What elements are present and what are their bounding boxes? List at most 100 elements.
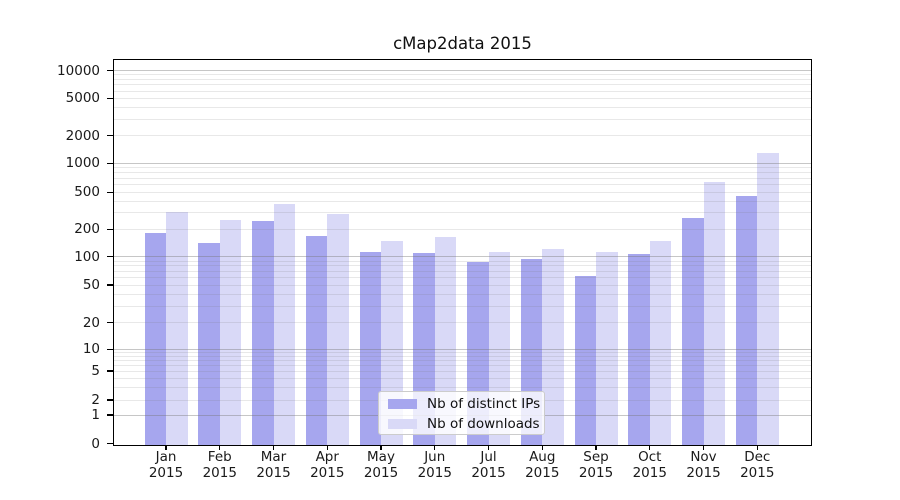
x-tick-mark bbox=[326, 445, 328, 450]
bar-ips-sep bbox=[574, 275, 596, 445]
y-tick-label: 200 bbox=[74, 221, 100, 238]
x-tick-label: Jun 2015 bbox=[417, 449, 452, 481]
x-tick-label: Jul 2015 bbox=[471, 449, 506, 481]
x-tick-label: Sep 2015 bbox=[578, 449, 614, 481]
y-tick-label: 5 bbox=[91, 363, 100, 379]
gridline bbox=[114, 260, 811, 262]
gridline bbox=[114, 305, 811, 307]
gridline bbox=[114, 200, 811, 202]
gridline bbox=[114, 70, 811, 72]
y-tick-label: 10 bbox=[82, 341, 100, 358]
gridline bbox=[114, 256, 811, 258]
x-tick-mark bbox=[649, 445, 651, 450]
gridline bbox=[114, 370, 811, 372]
y-tick-label: 10000 bbox=[57, 62, 100, 79]
bar-ips-oct bbox=[628, 254, 650, 445]
bar-downloads-apr bbox=[327, 214, 349, 445]
gridline bbox=[114, 277, 811, 279]
gridline bbox=[114, 74, 811, 76]
gridline bbox=[114, 352, 811, 354]
gridline bbox=[114, 84, 811, 86]
gridline bbox=[114, 177, 811, 179]
gridline bbox=[114, 90, 811, 92]
bar-ips-jan bbox=[144, 233, 166, 445]
gridline bbox=[114, 97, 811, 99]
gridline bbox=[114, 386, 811, 388]
x-tick-label: Jan 2015 bbox=[148, 449, 184, 481]
bar-downloads-jan bbox=[166, 211, 188, 445]
x-tick-mark bbox=[595, 445, 597, 450]
gridline bbox=[114, 118, 811, 120]
gridline bbox=[114, 377, 811, 379]
legend-swatch bbox=[388, 398, 417, 410]
bar-downloads-sep bbox=[596, 252, 618, 445]
x-tick-mark bbox=[487, 445, 490, 450]
legend-label: Nb of distinct IPs bbox=[427, 396, 541, 412]
x-tick-mark bbox=[380, 445, 382, 450]
gridline bbox=[114, 265, 811, 267]
bar-downloads-oct bbox=[649, 240, 672, 445]
y-tick-label: 1000 bbox=[65, 155, 100, 172]
x-tick-label: Nov 2015 bbox=[686, 449, 721, 481]
gridline bbox=[114, 270, 811, 272]
y-tick-label: 1 bbox=[91, 407, 100, 423]
bar-downloads-aug bbox=[542, 248, 564, 445]
gridline bbox=[114, 212, 811, 214]
x-tick-mark bbox=[541, 445, 543, 450]
y-tick-label: 0 bbox=[91, 435, 100, 452]
y-tick-label: 20 bbox=[82, 314, 100, 331]
gridline bbox=[114, 79, 811, 81]
bar-downloads-nov bbox=[703, 181, 725, 445]
x-tick-mark bbox=[219, 445, 221, 450]
bar-downloads-dec bbox=[757, 153, 779, 445]
gridline bbox=[114, 172, 811, 174]
gridline bbox=[114, 228, 811, 230]
y-tick-label: 5000 bbox=[65, 90, 100, 107]
gridline bbox=[114, 162, 811, 164]
bar-downloads-mar bbox=[273, 204, 295, 445]
x-tick-label: Oct 2015 bbox=[632, 449, 667, 481]
plot-area bbox=[113, 59, 812, 446]
x-tick-mark bbox=[756, 445, 758, 450]
x-tick-label: May 2015 bbox=[363, 449, 399, 481]
gridline bbox=[114, 135, 811, 137]
gridline bbox=[114, 322, 811, 324]
y-tick-label: 2000 bbox=[65, 127, 100, 144]
x-tick-mark bbox=[165, 445, 167, 450]
bar-ips-nov bbox=[682, 217, 704, 445]
legend-item: Nb of distinct IPs bbox=[379, 396, 544, 413]
gridline bbox=[114, 284, 811, 286]
legend: Nb of distinct IPs Nb of downloads bbox=[378, 391, 545, 435]
bar-ips-apr bbox=[305, 236, 328, 445]
gridline bbox=[114, 359, 811, 361]
gridline bbox=[114, 184, 811, 186]
y-tick-label: 50 bbox=[82, 277, 100, 293]
y-tick-label: 100 bbox=[74, 248, 100, 265]
legend-item: Nb of downloads bbox=[379, 416, 544, 433]
chart-title: cMap2data 2015 bbox=[393, 34, 532, 53]
x-tick-mark bbox=[434, 445, 436, 450]
legend-swatch bbox=[388, 418, 417, 430]
gridline bbox=[114, 191, 811, 193]
bar-ips-dec bbox=[735, 195, 758, 445]
x-tick-label: Dec 2015 bbox=[740, 449, 775, 481]
gridline bbox=[114, 355, 811, 357]
y-tick-label: 2 bbox=[91, 392, 100, 408]
bar-ips-mar bbox=[252, 221, 274, 445]
gridline bbox=[114, 106, 811, 108]
gridline bbox=[114, 293, 811, 295]
legend-label: Nb of downloads bbox=[427, 416, 540, 432]
x-tick-mark bbox=[272, 445, 275, 450]
gridline bbox=[114, 364, 811, 366]
x-tick-label: Mar 2015 bbox=[256, 449, 291, 481]
y-tick-label: 500 bbox=[74, 184, 100, 201]
gridline bbox=[114, 167, 811, 169]
x-tick-label: Apr 2015 bbox=[310, 449, 345, 481]
bar-downloads-feb bbox=[219, 219, 242, 445]
x-tick-mark bbox=[702, 445, 705, 450]
gridline bbox=[114, 348, 811, 350]
x-tick-label: Aug 2015 bbox=[525, 449, 560, 481]
bar-ips-feb bbox=[198, 242, 220, 445]
x-tick-label: Feb 2015 bbox=[202, 449, 237, 481]
